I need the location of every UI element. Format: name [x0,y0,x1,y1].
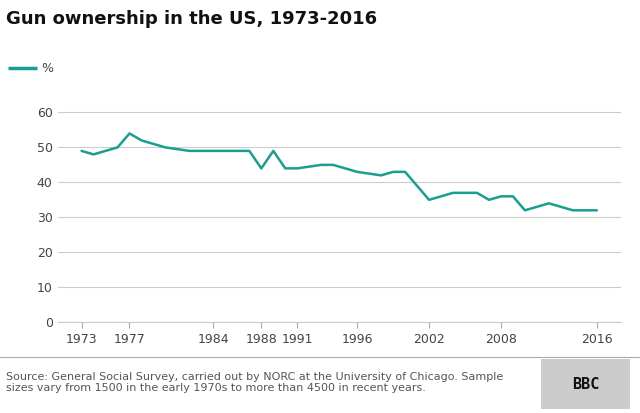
Text: BBC: BBC [572,377,599,392]
Text: Gun ownership in the US, 1973-2016: Gun ownership in the US, 1973-2016 [6,10,378,28]
Text: Source: General Social Survey, carried out by NORC at the University of Chicago.: Source: General Social Survey, carried o… [6,372,504,393]
Text: %: % [42,62,54,75]
